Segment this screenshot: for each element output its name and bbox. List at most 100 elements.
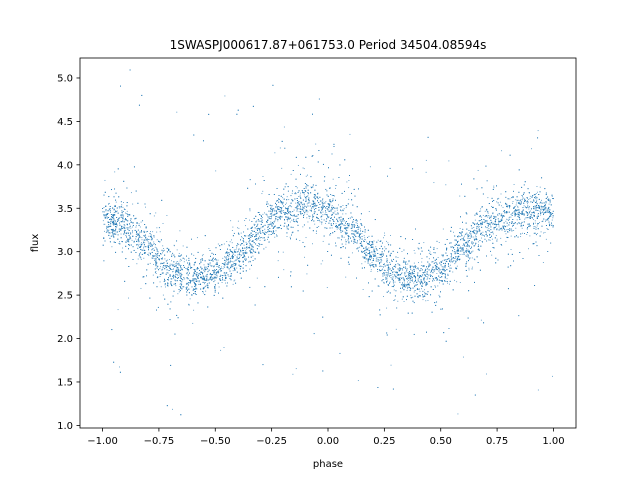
data-point — [125, 212, 126, 214]
data-point — [515, 213, 516, 215]
data-point — [551, 375, 553, 377]
data-point — [551, 214, 553, 216]
data-point — [139, 253, 141, 254]
data-point — [130, 238, 132, 240]
data-point — [143, 246, 145, 248]
data-point — [436, 273, 438, 274]
data-point — [279, 215, 281, 217]
data-point — [520, 199, 522, 201]
data-point — [366, 241, 368, 243]
data-point — [118, 220, 120, 222]
data-point — [311, 207, 313, 209]
data-point — [140, 252, 141, 254]
data-point — [236, 251, 238, 253]
data-point — [407, 288, 409, 290]
data-point — [500, 205, 502, 207]
data-point — [221, 282, 223, 283]
data-point — [141, 237, 143, 239]
data-point — [162, 252, 163, 254]
data-point — [506, 203, 508, 205]
data-point — [390, 277, 392, 278]
data-point — [533, 219, 534, 220]
data-point — [455, 268, 457, 270]
data-point — [144, 242, 146, 244]
data-point — [227, 257, 229, 259]
data-point — [410, 274, 412, 276]
data-point — [294, 192, 296, 194]
data-point — [384, 248, 386, 250]
data-point — [110, 221, 112, 223]
data-point — [393, 282, 394, 284]
data-point — [345, 213, 347, 215]
data-point — [122, 247, 124, 249]
data-point — [288, 206, 290, 207]
data-point — [228, 260, 230, 262]
data-point — [354, 220, 356, 221]
data-point — [302, 206, 304, 208]
data-point — [286, 196, 288, 198]
data-point — [416, 284, 418, 286]
data-point — [317, 220, 318, 221]
data-point — [140, 257, 142, 259]
data-point — [510, 216, 512, 218]
data-point — [426, 273, 428, 275]
data-point — [490, 224, 491, 226]
data-point — [317, 192, 319, 194]
data-point — [307, 211, 309, 213]
data-point — [281, 212, 283, 214]
data-point — [216, 276, 218, 278]
data-point — [518, 216, 520, 218]
data-point — [113, 230, 115, 232]
data-point — [184, 278, 186, 280]
data-point — [208, 259, 210, 261]
data-point — [368, 211, 370, 213]
data-point — [475, 236, 477, 238]
data-point — [282, 251, 284, 253]
data-point — [296, 206, 298, 207]
data-point — [204, 286, 206, 288]
data-point — [242, 264, 244, 265]
data-point — [287, 208, 288, 210]
data-point — [544, 231, 546, 233]
data-point — [283, 210, 284, 212]
data-point — [536, 186, 538, 187]
data-point — [417, 275, 419, 276]
data-point — [370, 266, 371, 268]
data-point — [238, 244, 240, 245]
data-point — [342, 205, 344, 206]
data-point — [522, 210, 524, 212]
data-point — [436, 263, 438, 265]
data-point — [338, 227, 340, 229]
data-point — [137, 258, 139, 260]
data-point — [225, 282, 227, 284]
data-point — [129, 220, 131, 221]
data-point — [302, 167, 304, 169]
data-point — [521, 212, 523, 214]
data-point — [249, 219, 250, 221]
data-point — [446, 278, 448, 280]
data-point — [345, 276, 347, 278]
data-point — [201, 255, 203, 257]
data-point — [281, 207, 283, 209]
data-point — [250, 244, 252, 246]
data-point — [185, 287, 187, 289]
data-point — [204, 270, 206, 272]
data-point — [533, 224, 534, 225]
data-point — [468, 267, 470, 269]
data-point — [235, 263, 237, 265]
data-point — [405, 284, 407, 286]
data-point — [162, 245, 164, 247]
data-point — [334, 210, 336, 212]
data-point — [213, 271, 215, 273]
data-point — [389, 262, 391, 263]
data-point — [366, 259, 368, 261]
data-point — [404, 278, 405, 280]
data-point — [364, 237, 366, 239]
data-point — [488, 228, 490, 229]
data-point — [368, 264, 370, 266]
data-point — [330, 208, 332, 210]
data-point — [248, 245, 250, 247]
data-point — [414, 284, 416, 286]
data-point — [499, 201, 501, 203]
data-point — [172, 408, 173, 410]
